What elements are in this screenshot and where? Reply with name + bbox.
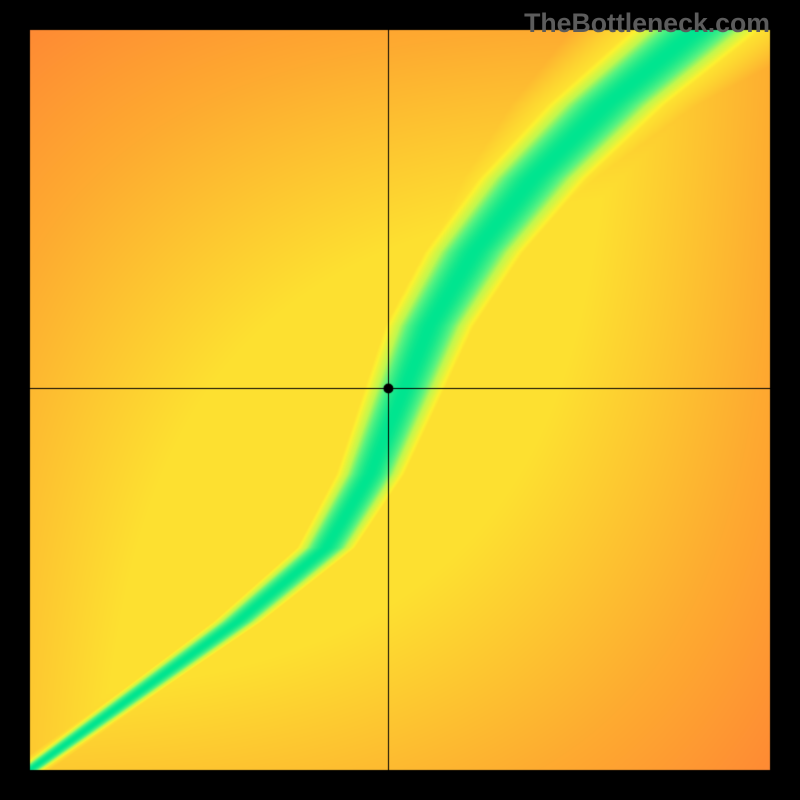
heatmap-canvas	[0, 0, 800, 800]
bottleneck-heatmap-figure: TheBottleneck.com	[0, 0, 800, 800]
watermark-text: TheBottleneck.com	[524, 8, 770, 39]
